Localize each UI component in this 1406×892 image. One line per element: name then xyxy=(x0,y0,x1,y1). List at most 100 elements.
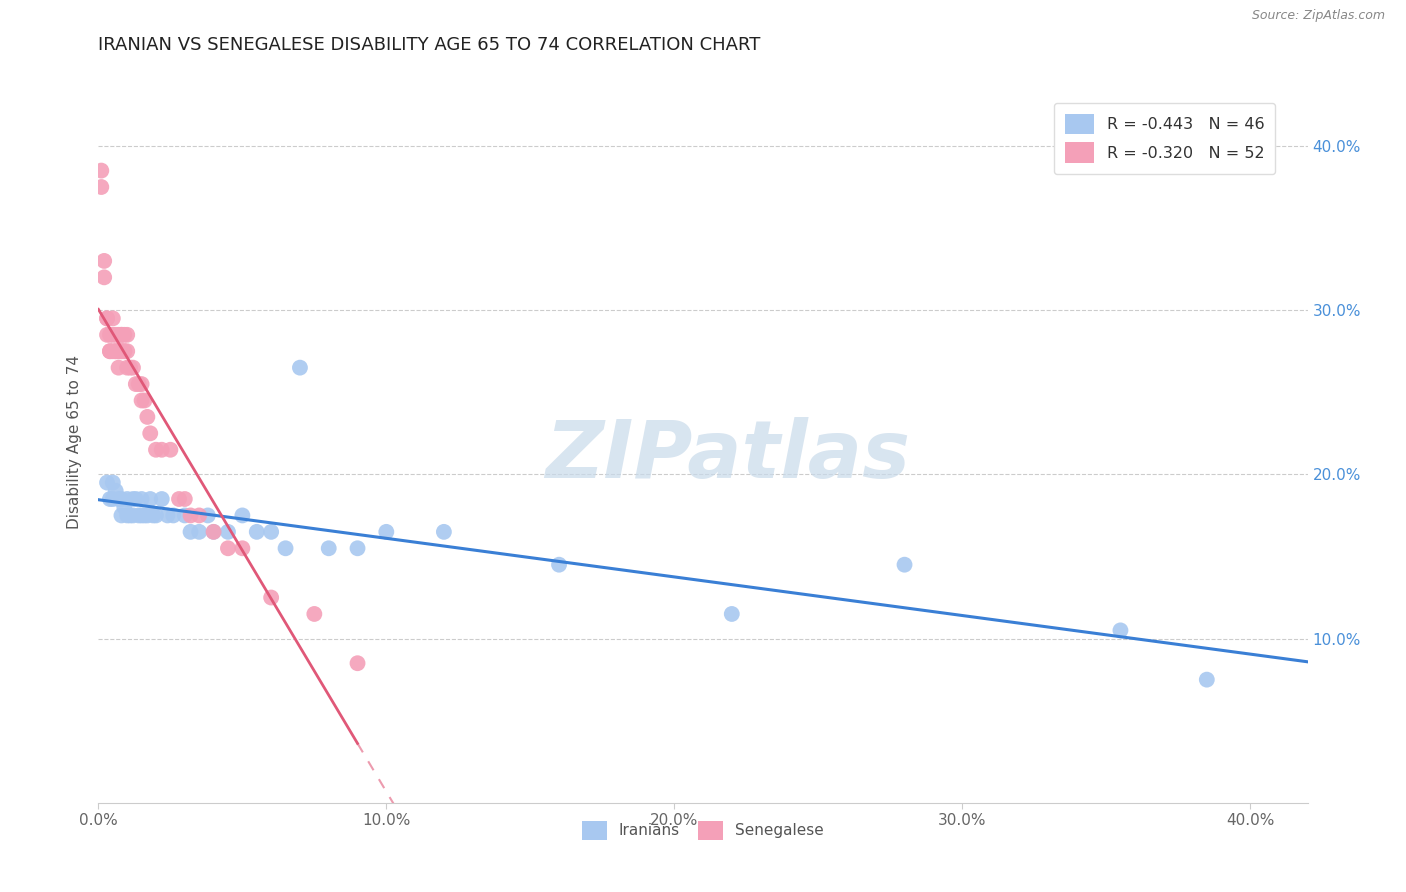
Point xyxy=(96,475,118,490)
Point xyxy=(93,270,115,285)
Point xyxy=(246,524,269,539)
Point xyxy=(134,508,156,523)
Point xyxy=(104,483,127,498)
Point xyxy=(173,508,195,523)
Point xyxy=(134,393,156,408)
Point xyxy=(101,491,124,506)
Text: Source: ZipAtlas.com: Source: ZipAtlas.com xyxy=(1251,9,1385,22)
Point xyxy=(548,558,571,572)
Point xyxy=(150,442,173,457)
Point xyxy=(96,327,118,342)
Point xyxy=(375,524,398,539)
Point xyxy=(107,344,129,359)
Point xyxy=(167,491,190,506)
Point xyxy=(101,311,124,326)
Point xyxy=(122,508,145,523)
Point xyxy=(150,491,173,506)
Point xyxy=(131,508,153,523)
Point xyxy=(197,508,219,523)
Point xyxy=(260,524,283,539)
Point xyxy=(136,409,159,424)
Point xyxy=(115,360,138,375)
Point xyxy=(104,344,127,359)
Point xyxy=(112,500,135,515)
Point xyxy=(107,491,129,506)
Point xyxy=(110,344,132,359)
Point xyxy=(112,327,135,342)
Point xyxy=(131,393,153,408)
Point xyxy=(346,657,368,671)
Point xyxy=(107,327,129,342)
Point xyxy=(202,524,225,539)
Text: IRANIAN VS SENEGALESE DISABILITY AGE 65 TO 74 CORRELATION CHART: IRANIAN VS SENEGALESE DISABILITY AGE 65 … xyxy=(98,36,761,54)
Point xyxy=(110,491,132,506)
Point xyxy=(217,541,239,556)
Point xyxy=(104,327,127,342)
Point xyxy=(101,475,124,490)
Point xyxy=(720,607,742,621)
Point xyxy=(288,360,311,375)
Point xyxy=(180,508,202,523)
Point xyxy=(260,591,283,605)
Point xyxy=(110,327,132,342)
Point xyxy=(318,541,340,556)
Point xyxy=(231,508,253,523)
Point xyxy=(1109,624,1132,638)
Point xyxy=(112,344,135,359)
Point xyxy=(115,344,138,359)
Point xyxy=(90,163,112,178)
Point xyxy=(107,360,129,375)
Point xyxy=(136,508,159,523)
Point xyxy=(125,491,148,506)
Point xyxy=(120,508,142,523)
Point xyxy=(115,491,138,506)
Point xyxy=(98,491,121,506)
Point xyxy=(96,311,118,326)
Point xyxy=(110,508,132,523)
Point xyxy=(346,541,368,556)
Point xyxy=(110,344,132,359)
Point xyxy=(131,377,153,392)
Point xyxy=(433,524,456,539)
Point xyxy=(93,253,115,268)
Point xyxy=(1195,673,1218,687)
Y-axis label: Disability Age 65 to 74: Disability Age 65 to 74 xyxy=(67,354,83,529)
Point xyxy=(120,360,142,375)
Point xyxy=(122,360,145,375)
Point xyxy=(112,344,135,359)
Point xyxy=(145,442,167,457)
Point xyxy=(101,327,124,342)
Point xyxy=(159,442,181,457)
Point xyxy=(101,344,124,359)
Point xyxy=(125,377,148,392)
Point xyxy=(90,180,112,194)
Point xyxy=(217,524,239,539)
Point xyxy=(162,508,184,523)
Point xyxy=(156,508,179,523)
Point xyxy=(274,541,297,556)
Point xyxy=(115,508,138,523)
Point xyxy=(893,558,915,572)
Point xyxy=(128,377,150,392)
Point xyxy=(104,344,127,359)
Point xyxy=(231,541,253,556)
Point xyxy=(98,327,121,342)
Point xyxy=(142,508,165,523)
Point xyxy=(139,426,162,441)
Point xyxy=(96,311,118,326)
Text: ZIPatlas: ZIPatlas xyxy=(544,417,910,495)
Point xyxy=(128,508,150,523)
Point xyxy=(145,508,167,523)
Point xyxy=(115,327,138,342)
Legend: Iranians, Senegalese: Iranians, Senegalese xyxy=(576,815,830,846)
Point xyxy=(131,491,153,506)
Point xyxy=(139,491,162,506)
Point xyxy=(98,344,121,359)
Point xyxy=(188,524,211,539)
Point xyxy=(173,491,195,506)
Point xyxy=(202,524,225,539)
Point xyxy=(107,344,129,359)
Point xyxy=(304,607,326,621)
Point xyxy=(110,327,132,342)
Point xyxy=(98,344,121,359)
